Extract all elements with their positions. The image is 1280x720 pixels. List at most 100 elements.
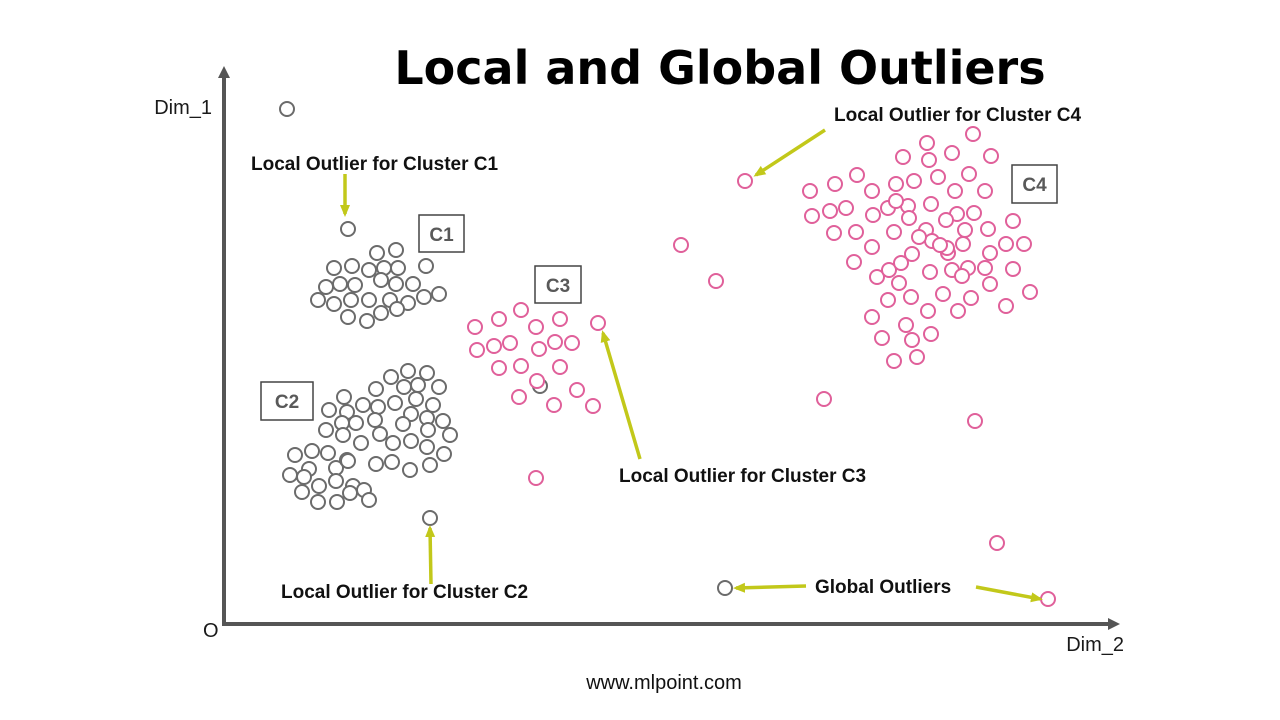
cluster-label-c3-text: C3 <box>546 276 570 297</box>
gray-point <box>347 277 363 293</box>
pink-point <box>529 373 545 389</box>
pink-point <box>547 334 563 350</box>
pink-point <box>673 237 689 253</box>
annotation-c3: Local Outlier for Cluster C3 <box>619 466 866 487</box>
pink-point <box>528 470 544 486</box>
gray-point <box>373 272 389 288</box>
gray-point <box>373 305 389 321</box>
pink-point <box>816 391 832 407</box>
gray-points-group <box>279 101 733 596</box>
gray-point <box>326 296 342 312</box>
gray-point <box>361 262 377 278</box>
pink-point <box>569 382 585 398</box>
cluster-label-c2-text: C2 <box>275 392 299 413</box>
gray-point <box>321 402 337 418</box>
pink-point <box>955 236 971 252</box>
gray-point <box>320 445 336 461</box>
pink-point <box>848 224 864 240</box>
pink-point <box>491 360 507 376</box>
gray-point <box>416 289 432 305</box>
arrow-global-right <box>975 585 1043 603</box>
pink-point <box>977 183 993 199</box>
pink-point <box>980 221 996 237</box>
pink-point <box>922 264 938 280</box>
pink-point <box>864 183 880 199</box>
gray-point <box>294 484 310 500</box>
pink-point <box>891 275 907 291</box>
cluster-label-c3: C3 <box>534 265 582 304</box>
pink-point <box>590 315 606 331</box>
gray-point <box>420 422 436 438</box>
pink-points-group <box>467 126 1056 607</box>
gray-point <box>279 101 295 117</box>
pink-point <box>998 298 1014 314</box>
gray-point <box>422 510 438 526</box>
gray-point <box>318 279 334 295</box>
gray-point <box>329 494 345 510</box>
pink-point <box>513 358 529 374</box>
pink-point <box>881 262 897 278</box>
gray-point <box>310 292 326 308</box>
pink-point <box>888 193 904 209</box>
annotation-global: Global Outliers <box>815 577 951 598</box>
pink-point <box>552 359 568 375</box>
gray-point <box>368 456 384 472</box>
pink-point <box>822 203 838 219</box>
arrow-c2 <box>425 525 436 585</box>
gray-point <box>410 377 426 393</box>
gray-point <box>388 242 404 258</box>
pink-point <box>919 135 935 151</box>
pink-point <box>1005 261 1021 277</box>
pink-point <box>552 311 568 327</box>
gray-point <box>332 276 348 292</box>
pink-point <box>874 330 890 346</box>
gray-point <box>367 412 383 428</box>
gray-point <box>384 454 400 470</box>
pink-point <box>957 222 973 238</box>
pink-point <box>737 173 753 189</box>
gray-point <box>359 313 375 329</box>
gray-point <box>402 462 418 478</box>
gray-point <box>344 258 360 274</box>
gray-point <box>361 292 377 308</box>
gray-point <box>370 399 386 415</box>
cluster-label-c4-text: C4 <box>1022 175 1047 196</box>
pink-point <box>531 341 547 357</box>
gray-point <box>422 457 438 473</box>
pink-point <box>865 207 881 223</box>
gray-point <box>340 453 356 469</box>
gray-point <box>353 435 369 451</box>
pink-point <box>888 176 904 192</box>
gray-point <box>442 427 458 443</box>
gray-point <box>340 309 356 325</box>
gray-point <box>403 433 419 449</box>
pink-point <box>930 169 946 185</box>
gray-point <box>342 485 358 501</box>
pink-point <box>906 173 922 189</box>
pink-point <box>502 335 518 351</box>
pink-point <box>528 319 544 335</box>
pink-point <box>849 167 865 183</box>
pink-point <box>886 224 902 240</box>
pink-point <box>1005 213 1021 229</box>
cluster-label-c2: C2 <box>260 381 314 421</box>
pink-point <box>904 246 920 262</box>
gray-point <box>400 363 416 379</box>
gray-point <box>361 492 377 508</box>
gray-point <box>435 413 451 429</box>
gray-point <box>383 369 399 385</box>
pink-point <box>998 236 1014 252</box>
gray-point <box>296 469 312 485</box>
x-axis-label: Dim_2 <box>1066 634 1124 656</box>
pink-point <box>864 309 880 325</box>
pink-point <box>846 254 862 270</box>
pink-point <box>838 200 854 216</box>
gray-point <box>311 478 327 494</box>
pink-point <box>898 317 914 333</box>
pink-point <box>923 196 939 212</box>
pink-point <box>947 183 963 199</box>
pink-point <box>708 273 724 289</box>
pink-point <box>911 229 927 245</box>
pink-point <box>511 389 527 405</box>
